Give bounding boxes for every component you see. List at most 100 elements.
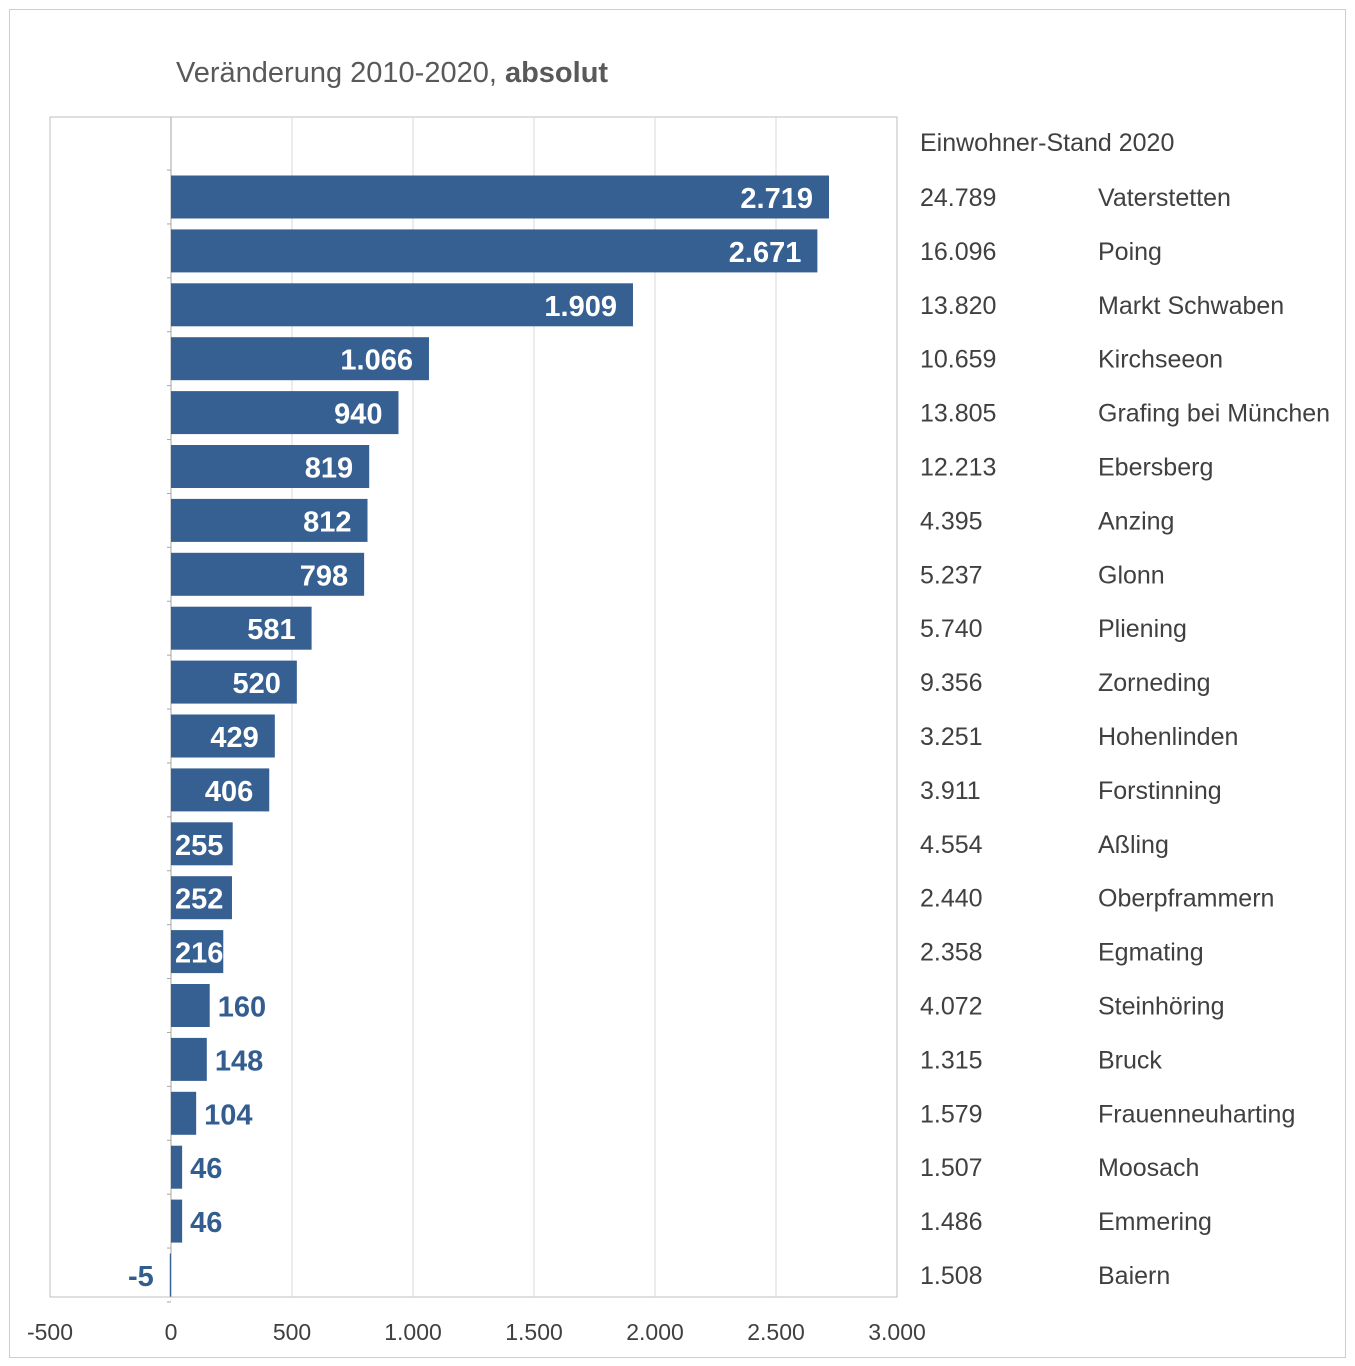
bar bbox=[171, 498, 368, 542]
municipality-name: Vaterstetten bbox=[1098, 184, 1231, 212]
plot-area-border bbox=[49, 116, 898, 1298]
x-tick-label: 0 bbox=[165, 1319, 178, 1345]
bar-value-label: 255 bbox=[175, 830, 223, 862]
municipality-name: Bruck bbox=[1098, 1046, 1162, 1074]
bar bbox=[171, 606, 312, 650]
x-axis-ticks: -500 0 500 1.000 1.500 2.000 2.500 3.000 bbox=[27, 1319, 926, 1345]
population-value: 3.251 bbox=[920, 723, 983, 751]
x-tick-label: 2.500 bbox=[747, 1319, 805, 1345]
bar-value-label: 104 bbox=[204, 1099, 252, 1131]
population-value: 24.789 bbox=[920, 184, 996, 212]
plot-area bbox=[49, 116, 898, 1298]
bar bbox=[171, 1199, 183, 1243]
bar bbox=[171, 1145, 183, 1189]
population-value: 4.554 bbox=[920, 831, 983, 859]
bar-value-label: 798 bbox=[300, 560, 348, 592]
bar bbox=[171, 876, 232, 920]
x-tick-label: 2.000 bbox=[626, 1319, 684, 1345]
population-value: 12.213 bbox=[920, 454, 996, 482]
bar-value-label: 2.671 bbox=[729, 237, 802, 269]
population-value: 1.486 bbox=[920, 1208, 983, 1236]
population-table-header: Einwohner-Stand 2020 bbox=[920, 129, 1174, 157]
municipality-name: Pliening bbox=[1098, 615, 1187, 643]
bar-value-label: 216 bbox=[175, 938, 223, 970]
bar-value-label: 812 bbox=[303, 506, 351, 538]
municipality-name: Grafing bei München bbox=[1098, 400, 1330, 428]
municipality-name: Ebersberg bbox=[1098, 454, 1213, 482]
municipality-name: Kirchseeon bbox=[1098, 346, 1223, 374]
bar-value-label: 1.066 bbox=[340, 345, 413, 377]
population-value: 1.508 bbox=[920, 1262, 983, 1290]
bar-value-label: 2.719 bbox=[740, 183, 813, 215]
population-value: 13.820 bbox=[920, 292, 996, 320]
bar-value-label: 46 bbox=[190, 1207, 222, 1239]
bar bbox=[171, 984, 210, 1027]
population-value: 9.356 bbox=[920, 669, 983, 697]
bar bbox=[171, 660, 297, 704]
population-value: 4.395 bbox=[920, 507, 983, 535]
bar bbox=[171, 930, 224, 974]
bar-value-label: 252 bbox=[175, 884, 223, 916]
bar bbox=[171, 445, 370, 488]
bar bbox=[171, 337, 429, 381]
population-value: 5.237 bbox=[920, 561, 983, 589]
municipality-name: Emmering bbox=[1098, 1208, 1212, 1236]
bar-value-label: 1.909 bbox=[544, 291, 617, 323]
x-tick-label: 500 bbox=[273, 1319, 311, 1345]
municipality-name: Zorneding bbox=[1098, 669, 1211, 697]
bar-value-label: 148 bbox=[215, 1045, 263, 1077]
bar-value-label: 160 bbox=[218, 992, 266, 1024]
municipality-name: Baiern bbox=[1098, 1262, 1170, 1290]
municipality-name: Oberpframmern bbox=[1098, 885, 1274, 913]
bar bbox=[171, 714, 275, 758]
population-value: 2.358 bbox=[920, 939, 983, 967]
bar-value-label: 819 bbox=[305, 453, 353, 485]
bar bbox=[171, 1091, 197, 1135]
bar-value-label: 940 bbox=[334, 399, 382, 431]
municipality-name: Steinhöring bbox=[1098, 993, 1224, 1021]
bar-value-label: 46 bbox=[190, 1153, 222, 1185]
municipality-name: Anzing bbox=[1098, 507, 1174, 535]
bar bbox=[171, 391, 399, 435]
x-tick-label: 3.000 bbox=[868, 1319, 926, 1345]
municipality-name: Aßling bbox=[1098, 831, 1169, 859]
population-value: 5.740 bbox=[920, 615, 983, 643]
bar bbox=[171, 822, 233, 866]
municipality-name: Moosach bbox=[1098, 1154, 1199, 1182]
population-value: 1.579 bbox=[920, 1100, 983, 1128]
bar bbox=[171, 552, 365, 596]
bar bbox=[171, 768, 270, 812]
bar-value-label: 429 bbox=[210, 722, 258, 754]
municipality-name: Markt Schwaben bbox=[1098, 292, 1284, 320]
x-tick-label: 1.000 bbox=[384, 1319, 442, 1345]
bar bbox=[169, 1253, 171, 1297]
bars bbox=[169, 175, 829, 1297]
bar bbox=[171, 1037, 207, 1081]
bar bbox=[171, 229, 818, 273]
population-value: 1.315 bbox=[920, 1046, 983, 1074]
bar-value-label: -5 bbox=[128, 1261, 154, 1293]
municipality-name: Forstinning bbox=[1098, 777, 1222, 805]
chart-title-bold: absolut bbox=[505, 57, 608, 89]
population-table: 24.789 Vaterstetten 16.096 Poing 13.820 Markt… bbox=[920, 184, 1330, 1290]
chart-frame bbox=[9, 9, 1346, 1358]
population-value: 2.440 bbox=[920, 885, 983, 913]
bar bbox=[171, 175, 829, 219]
population-value: 3.911 bbox=[920, 777, 981, 805]
bar-value-label: 520 bbox=[232, 668, 280, 700]
population-value: 4.072 bbox=[920, 993, 983, 1021]
bar bbox=[171, 283, 633, 327]
municipality-name: Hohenlinden bbox=[1098, 723, 1238, 751]
x-tick-label: 1.500 bbox=[505, 1319, 563, 1345]
chart-title-main: Veränderung 2010-2020, bbox=[176, 57, 505, 89]
municipality-name: Egmating bbox=[1098, 939, 1204, 967]
bar-value-label: 581 bbox=[247, 614, 295, 646]
population-value: 16.096 bbox=[920, 238, 996, 266]
bar-value-label: 406 bbox=[205, 776, 253, 808]
municipality-name: Frauenneuharting bbox=[1098, 1100, 1295, 1128]
population-value: 10.659 bbox=[920, 346, 996, 374]
chart-title: Veränderung 2010-2020, absolut bbox=[176, 57, 608, 89]
x-tick-label: -500 bbox=[27, 1319, 73, 1345]
